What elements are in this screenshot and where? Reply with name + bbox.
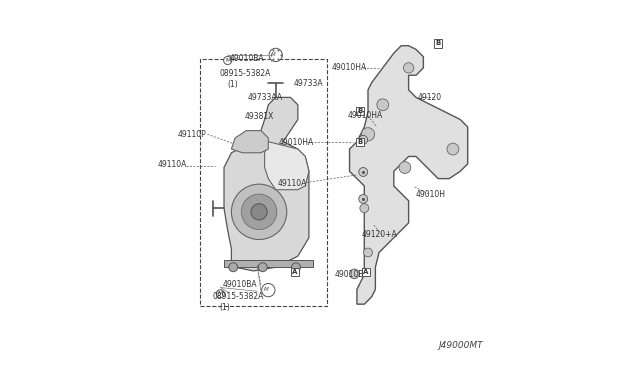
Text: 49010H: 49010H — [416, 190, 446, 199]
Circle shape — [377, 99, 388, 111]
Circle shape — [262, 283, 275, 297]
Text: A: A — [292, 269, 298, 275]
Circle shape — [360, 204, 369, 212]
Text: M: M — [264, 287, 268, 292]
Bar — [362, 267, 370, 276]
Circle shape — [403, 62, 414, 73]
Circle shape — [359, 195, 367, 203]
Text: A: A — [364, 269, 369, 275]
Circle shape — [223, 57, 232, 64]
Bar — [356, 138, 364, 146]
Polygon shape — [264, 142, 309, 190]
Circle shape — [259, 263, 268, 272]
Text: 49110A: 49110A — [278, 179, 307, 187]
Polygon shape — [224, 260, 312, 267]
Circle shape — [292, 263, 300, 272]
Circle shape — [229, 263, 237, 272]
Circle shape — [399, 161, 411, 173]
Circle shape — [269, 48, 282, 62]
Bar — [291, 267, 299, 276]
Bar — [200, 59, 328, 306]
Text: 49010HA: 49010HA — [332, 63, 367, 72]
Text: 08915-5382A: 08915-5382A — [220, 69, 271, 78]
Polygon shape — [232, 131, 268, 153]
Text: 49010HA: 49010HA — [348, 111, 383, 121]
Text: M: M — [218, 291, 223, 296]
Text: (1): (1) — [227, 80, 237, 89]
Text: M: M — [271, 52, 276, 57]
Circle shape — [359, 167, 367, 176]
Circle shape — [216, 290, 225, 298]
Circle shape — [447, 143, 459, 155]
Circle shape — [251, 204, 268, 220]
Bar — [356, 107, 364, 115]
Text: 49110P: 49110P — [178, 130, 207, 139]
Text: 49110A: 49110A — [157, 160, 187, 169]
Text: 49381X: 49381X — [244, 112, 274, 121]
Circle shape — [232, 184, 287, 240]
Circle shape — [349, 269, 359, 279]
Text: B: B — [357, 108, 362, 114]
Polygon shape — [349, 46, 468, 304]
Circle shape — [364, 248, 372, 257]
Text: 49120: 49120 — [418, 93, 442, 102]
Text: 49733A: 49733A — [293, 79, 323, 88]
Text: (1): (1) — [220, 302, 230, 312]
Text: 49120+A: 49120+A — [362, 230, 397, 239]
Text: 49733AA: 49733AA — [248, 93, 283, 102]
Text: B: B — [357, 139, 362, 145]
Text: 49010B: 49010B — [335, 270, 364, 279]
Circle shape — [359, 135, 367, 144]
Text: M: M — [225, 58, 230, 63]
Text: 08915-5382A: 08915-5382A — [212, 292, 264, 301]
Circle shape — [241, 194, 277, 230]
Text: B: B — [436, 41, 441, 46]
Circle shape — [362, 128, 374, 141]
Bar — [434, 39, 442, 48]
Text: 49010HA: 49010HA — [278, 138, 314, 147]
Text: J49000MT: J49000MT — [438, 341, 483, 350]
Polygon shape — [224, 97, 309, 271]
Text: 49010BA: 49010BA — [230, 54, 264, 63]
Text: 49010BA: 49010BA — [222, 280, 257, 289]
